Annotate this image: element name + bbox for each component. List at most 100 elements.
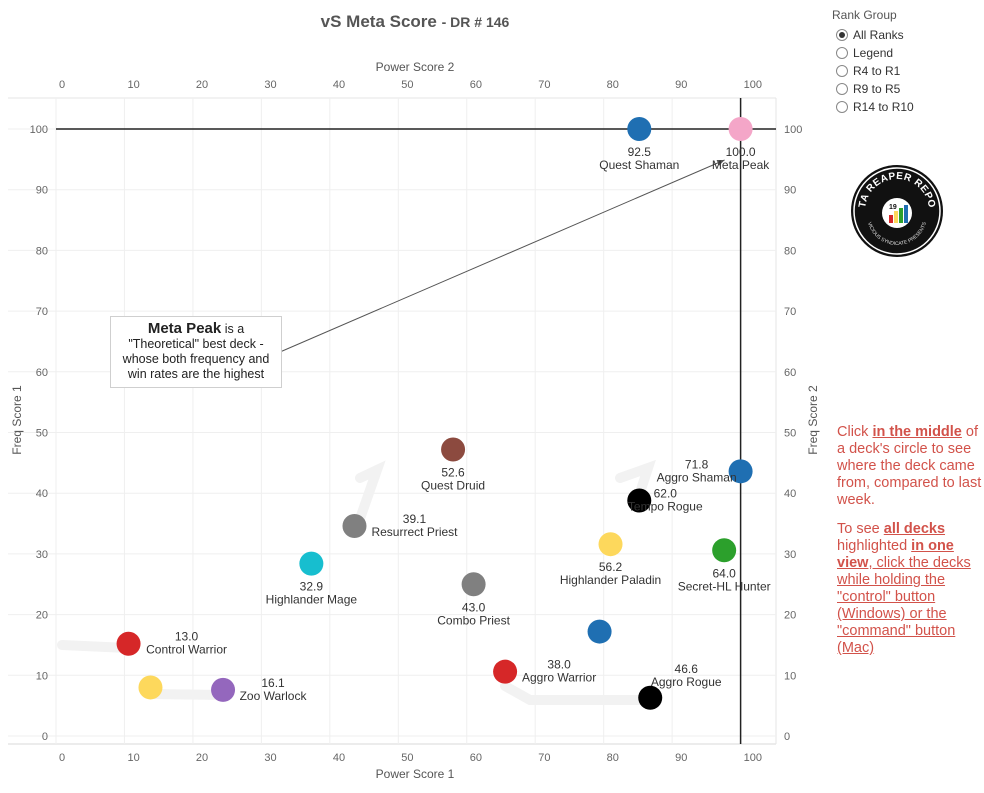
annotation-arrow bbox=[279, 159, 725, 353]
radio-label[interactable]: R9 to R5 bbox=[853, 82, 901, 96]
radio-r9-r5[interactable]: R9 to R5 bbox=[832, 80, 982, 98]
x-tick-label: 50 bbox=[401, 752, 413, 764]
point-unlabeled[interactable] bbox=[138, 675, 163, 700]
radio-all-ranks[interactable]: All Ranks bbox=[832, 26, 982, 44]
point-aggro-warrior[interactable] bbox=[493, 659, 518, 684]
point-highlander-mage[interactable] bbox=[299, 551, 324, 576]
x2-tick-label: 40 bbox=[333, 79, 345, 91]
annotation-text-1: is a bbox=[221, 322, 245, 336]
trail-zoo-warlock bbox=[145, 689, 229, 700]
point-secret-hl-hunter[interactable] bbox=[712, 538, 737, 563]
point-zoo-warlock[interactable] bbox=[211, 677, 236, 702]
radio-label[interactable]: R14 to R10 bbox=[853, 100, 914, 114]
point-name-label: Control Warrior bbox=[146, 643, 227, 657]
annotation-text-4: win rates are the highest bbox=[127, 367, 265, 381]
radio-legend[interactable]: Legend bbox=[832, 44, 982, 62]
radio-r14-r10[interactable]: R14 to R10 bbox=[832, 98, 982, 116]
point-score-label: 52.6 bbox=[441, 465, 465, 479]
rank-group-filter: Rank Group All Ranks Legend R4 to R1 R9 … bbox=[832, 8, 982, 116]
annotation-bold: Meta Peak bbox=[147, 320, 222, 337]
y2-tick-label: 60 bbox=[784, 367, 796, 379]
y-axis-label: Freq Score 1 bbox=[10, 385, 24, 455]
point-control-warrior[interactable] bbox=[116, 631, 141, 656]
point-resurrect-priest[interactable] bbox=[342, 513, 367, 538]
y-tick-label: 0 bbox=[42, 731, 48, 743]
point-name-label: Combo Priest bbox=[437, 613, 510, 627]
chart-title-main: vS Meta Score bbox=[320, 12, 437, 31]
x2-tick-label: 20 bbox=[196, 79, 208, 91]
point-score-label: 92.5 bbox=[628, 145, 652, 159]
x-tick-label: 40 bbox=[333, 752, 345, 764]
y2-tick-label: 10 bbox=[784, 670, 796, 682]
point-score-label: 39.1 bbox=[403, 512, 427, 526]
help-text: Click in the middle of a deck's circle t… bbox=[837, 424, 982, 669]
x2-tick-label: 50 bbox=[401, 79, 413, 91]
point-highlander-paladin[interactable] bbox=[598, 532, 623, 557]
arrow-head bbox=[716, 160, 725, 166]
y2-tick-label: 40 bbox=[784, 488, 796, 500]
point-score-label: 32.9 bbox=[300, 580, 324, 594]
point-quest-druid[interactable] bbox=[441, 437, 466, 462]
data-reaper-report-logo: DATA REAPER REPORT VICIOUS SYNDICATE PRE… bbox=[849, 163, 943, 257]
point-score-label: 56.2 bbox=[599, 560, 623, 574]
point-combo-priest[interactable] bbox=[461, 572, 486, 597]
point-score-label: 64.0 bbox=[712, 566, 736, 580]
meta-peak-annotation: Meta Peak is a "Theoretical" best deck -… bbox=[110, 316, 282, 388]
reference-lines bbox=[56, 98, 776, 744]
x-tick-label: 80 bbox=[607, 752, 619, 764]
data-points bbox=[116, 117, 753, 710]
radio-selected-icon[interactable] bbox=[836, 29, 848, 41]
x-tick-label: 60 bbox=[470, 752, 482, 764]
point-score-label: 100.0 bbox=[726, 145, 756, 159]
point-score-label: 16.1 bbox=[261, 676, 285, 690]
x2-tick-label: 80 bbox=[607, 79, 619, 91]
x2-tick-label: 10 bbox=[127, 79, 139, 91]
x2-tick-label: 100 bbox=[744, 79, 762, 91]
x2-axis-label: Power Score 2 bbox=[376, 60, 455, 74]
radio-icon[interactable] bbox=[836, 47, 848, 59]
radio-icon[interactable] bbox=[836, 65, 848, 77]
point-tempo-rogue[interactable] bbox=[627, 488, 652, 513]
movement-trails bbox=[57, 459, 656, 705]
point-unlabeled[interactable] bbox=[587, 619, 612, 644]
point-score-label: 13.0 bbox=[175, 630, 199, 644]
y2-tick-label: 30 bbox=[784, 549, 796, 561]
point-aggro-rogue[interactable] bbox=[638, 685, 663, 710]
y-tick-label: 70 bbox=[36, 306, 48, 318]
x-tick-label: 90 bbox=[675, 752, 687, 764]
help-paragraph-2: To see all decks highlighted in one view… bbox=[837, 521, 971, 656]
trail-resurrect-priest bbox=[351, 460, 386, 535]
logo-number: 19 bbox=[889, 204, 897, 211]
y2-tick-label: 100 bbox=[784, 124, 802, 136]
point-name-label: Highlander Mage bbox=[266, 593, 358, 607]
radio-label[interactable]: Legend bbox=[853, 46, 894, 60]
point-name-label: Quest Shaman bbox=[599, 158, 679, 172]
y2-tick-label: 70 bbox=[784, 306, 796, 318]
y2-tick-label: 0 bbox=[784, 731, 790, 743]
point-score-label: 38.0 bbox=[547, 658, 571, 672]
radio-r4-r1[interactable]: R4 to R1 bbox=[832, 62, 982, 80]
radio-icon[interactable] bbox=[836, 83, 848, 95]
point-score-label: 62.0 bbox=[654, 486, 678, 500]
x-tick-label: 70 bbox=[538, 752, 550, 764]
x-tick-label: 10 bbox=[127, 752, 139, 764]
point-name-label: Zoo Warlock bbox=[240, 689, 308, 703]
y-tick-label: 100 bbox=[30, 124, 48, 136]
y-tick-label: 90 bbox=[36, 185, 48, 197]
point-quest-shaman[interactable] bbox=[627, 117, 652, 141]
point-name-label: Highlander Paladin bbox=[560, 573, 661, 587]
y-tick-label: 60 bbox=[36, 367, 48, 379]
point-aggro-shaman[interactable] bbox=[728, 459, 753, 484]
y2-tick-label: 90 bbox=[784, 185, 796, 197]
radio-icon[interactable] bbox=[836, 101, 848, 113]
point-meta-peak[interactable] bbox=[728, 117, 753, 141]
y-tick-label: 20 bbox=[36, 610, 48, 622]
point-score-label: 43.0 bbox=[462, 600, 486, 614]
y2-axis-label: Freq Score 2 bbox=[806, 385, 820, 455]
annotation-text-2: "Theoretical" best deck - bbox=[128, 337, 264, 351]
radio-label[interactable]: R4 to R1 bbox=[853, 64, 901, 78]
y-tick-label: 40 bbox=[36, 488, 48, 500]
radio-label[interactable]: All Ranks bbox=[853, 28, 904, 42]
y-tick-label: 30 bbox=[36, 549, 48, 561]
